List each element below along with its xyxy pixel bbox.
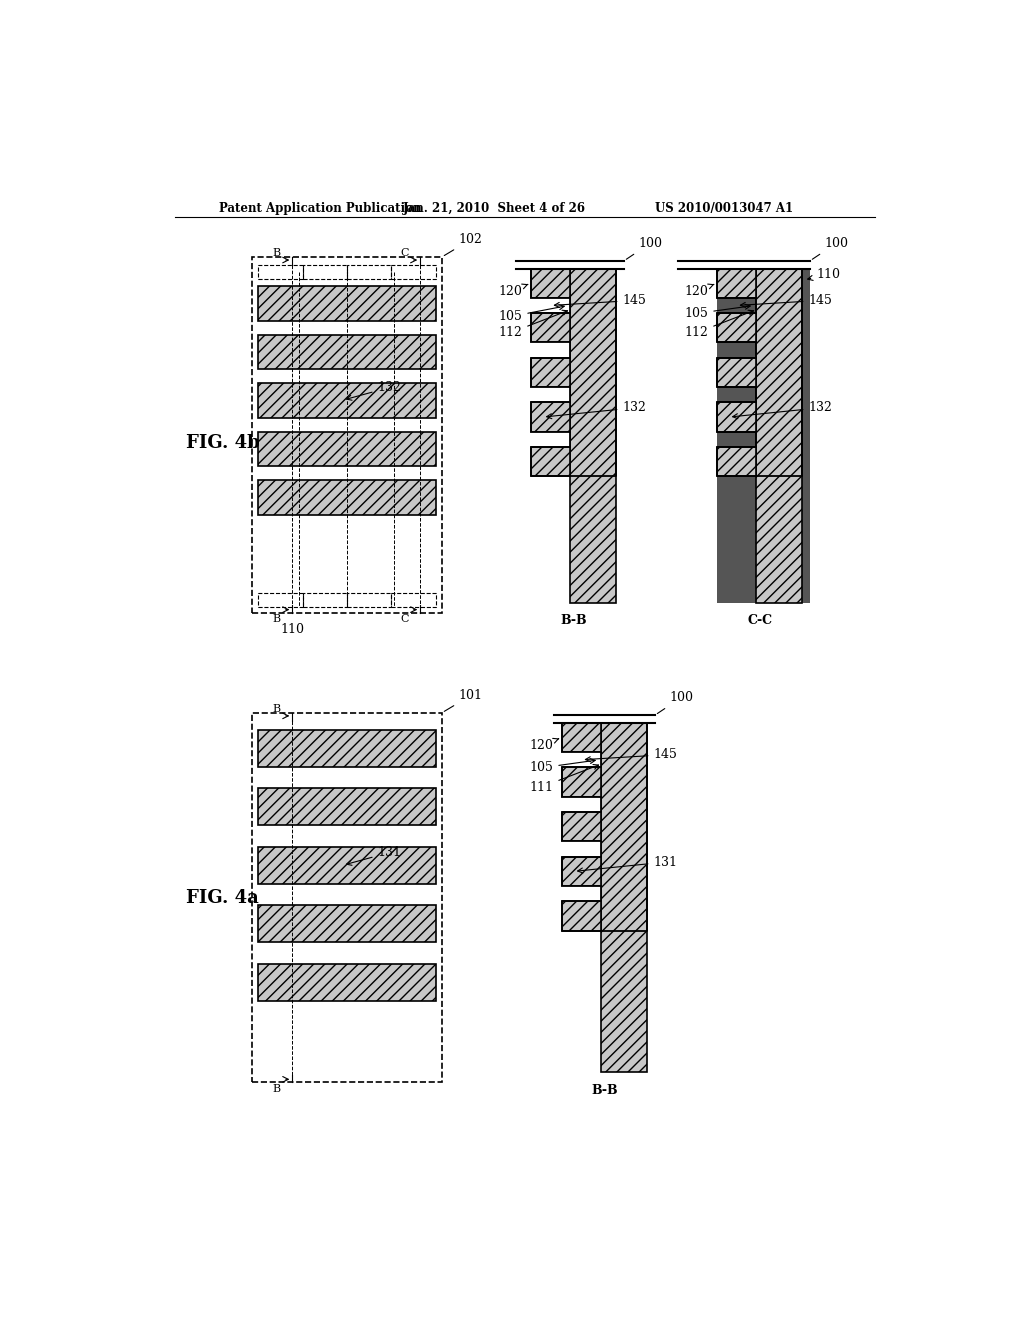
Text: 132: 132: [732, 401, 833, 418]
Bar: [601, 723, 647, 1072]
Bar: [717, 447, 756, 477]
Bar: [531, 358, 569, 387]
Bar: [531, 313, 569, 342]
Bar: [531, 447, 569, 477]
Bar: [258, 383, 435, 418]
Text: 120: 120: [684, 284, 714, 298]
Bar: [258, 335, 435, 370]
Bar: [554, 715, 655, 723]
Text: B: B: [272, 1084, 281, 1093]
Bar: [531, 387, 569, 403]
Text: US 2010/0013047 A1: US 2010/0013047 A1: [655, 202, 794, 215]
Bar: [531, 268, 569, 298]
Bar: [347, 593, 391, 607]
Text: C: C: [400, 248, 409, 259]
Text: 132: 132: [346, 381, 401, 400]
Text: 145: 145: [554, 294, 646, 308]
Bar: [302, 593, 347, 607]
Bar: [258, 265, 302, 279]
Text: 145: 145: [586, 748, 677, 762]
Bar: [531, 403, 569, 432]
Text: 120: 120: [499, 284, 527, 298]
Bar: [258, 964, 435, 1001]
Text: Jan. 21, 2010  Sheet 4 of 26: Jan. 21, 2010 Sheet 4 of 26: [403, 202, 586, 215]
Bar: [531, 342, 569, 358]
Text: C-C: C-C: [748, 614, 772, 627]
Bar: [252, 257, 442, 612]
Text: 111: 111: [529, 764, 599, 793]
Bar: [515, 261, 624, 268]
Bar: [258, 480, 435, 515]
Text: 131: 131: [578, 855, 678, 873]
Text: 110: 110: [808, 268, 841, 281]
Text: 131: 131: [346, 846, 401, 866]
Bar: [302, 265, 347, 279]
Bar: [562, 812, 601, 841]
Text: Patent Application Publication: Patent Application Publication: [219, 202, 422, 215]
Bar: [531, 432, 569, 447]
Bar: [562, 767, 601, 797]
Text: B: B: [272, 704, 281, 714]
Text: 100: 100: [657, 692, 693, 714]
Bar: [258, 906, 435, 942]
Bar: [678, 261, 810, 268]
Bar: [717, 313, 756, 342]
Text: 132: 132: [547, 401, 646, 418]
Text: 105: 105: [499, 305, 564, 323]
Bar: [562, 902, 601, 931]
Bar: [252, 713, 442, 1082]
Bar: [258, 788, 435, 825]
Text: B: B: [272, 248, 281, 259]
Bar: [347, 265, 391, 279]
Bar: [562, 841, 601, 857]
Bar: [258, 730, 435, 767]
Bar: [258, 593, 302, 607]
Bar: [717, 268, 756, 298]
Bar: [717, 268, 810, 603]
Text: B: B: [272, 614, 281, 624]
Bar: [562, 886, 601, 902]
Bar: [562, 752, 601, 767]
Bar: [258, 286, 435, 321]
Text: 110: 110: [281, 623, 304, 636]
Text: 105: 105: [529, 759, 595, 775]
Bar: [717, 403, 756, 432]
Text: 100: 100: [627, 238, 662, 259]
Text: B-B: B-B: [591, 1084, 617, 1097]
Bar: [569, 268, 616, 603]
Text: 102: 102: [444, 234, 482, 256]
Bar: [717, 358, 756, 387]
Text: 101: 101: [444, 689, 483, 711]
Text: 120: 120: [529, 738, 559, 752]
Bar: [258, 847, 435, 884]
Bar: [531, 298, 569, 313]
Text: FIG. 4b: FIG. 4b: [186, 434, 260, 453]
Text: B-B: B-B: [560, 614, 587, 627]
Bar: [258, 432, 435, 466]
Text: 105: 105: [684, 304, 751, 319]
Bar: [756, 268, 802, 603]
Bar: [562, 857, 601, 886]
Bar: [562, 723, 601, 752]
Text: 112: 112: [499, 310, 567, 339]
Bar: [562, 797, 601, 812]
Text: 100: 100: [812, 238, 848, 259]
Text: C: C: [400, 614, 409, 624]
Bar: [569, 268, 616, 603]
Bar: [391, 593, 435, 607]
Text: 145: 145: [740, 294, 833, 308]
Text: FIG. 4a: FIG. 4a: [186, 888, 259, 907]
Text: 112: 112: [684, 310, 754, 339]
Bar: [391, 265, 435, 279]
